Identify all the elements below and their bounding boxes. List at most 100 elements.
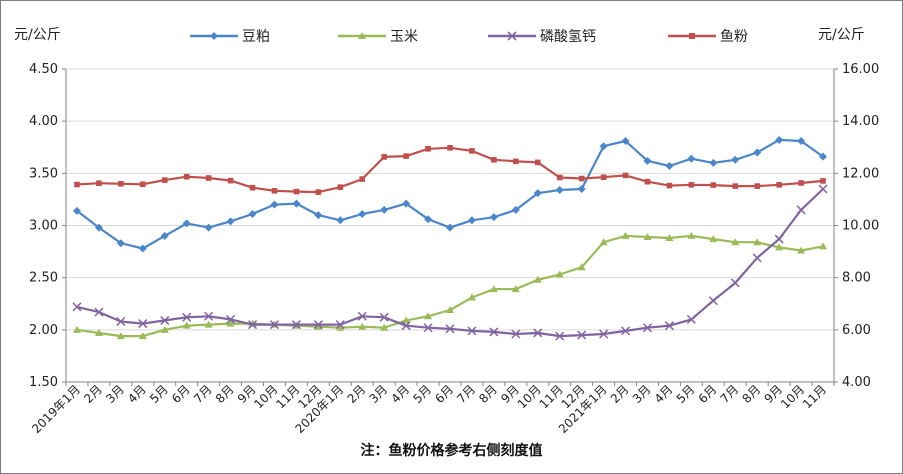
data-point xyxy=(94,307,104,317)
right-tick-label: 8.00 xyxy=(842,271,871,286)
data-point xyxy=(380,323,389,331)
data-point xyxy=(643,156,652,165)
right-tick-label: 4.00 xyxy=(842,375,871,390)
data-point xyxy=(621,136,630,145)
data-point xyxy=(511,285,520,293)
data-point xyxy=(138,244,147,253)
data-point xyxy=(664,321,674,331)
x-tick-label: 2月 xyxy=(608,382,632,406)
data-point xyxy=(204,223,213,232)
data-point xyxy=(226,319,235,327)
data-point xyxy=(467,326,477,336)
data-point xyxy=(577,263,586,271)
data-point xyxy=(182,312,192,322)
left-axis-unit: 元/公斤 xyxy=(14,27,61,43)
x-tick-label: 2019年1月 xyxy=(29,382,83,436)
data-point xyxy=(248,210,257,219)
right-tick-label: 6.00 xyxy=(842,323,871,338)
data-point xyxy=(94,328,103,336)
data-point xyxy=(776,182,782,188)
data-point xyxy=(118,180,124,187)
data-point xyxy=(533,328,543,338)
data-point xyxy=(467,293,476,301)
x-tick-label: 8月 xyxy=(476,382,500,406)
data-point xyxy=(314,322,323,330)
data-point xyxy=(469,148,475,154)
data-point xyxy=(642,323,653,333)
x-tick-label: 6月 xyxy=(696,382,720,406)
data-point xyxy=(446,223,454,232)
data-point xyxy=(511,205,520,214)
x-tick-label: 7月 xyxy=(454,382,478,406)
data-point xyxy=(249,184,256,191)
data-point xyxy=(533,275,542,283)
data-point xyxy=(491,156,497,163)
data-point xyxy=(687,154,696,163)
data-point xyxy=(688,182,695,188)
chart-note: 注：鱼粉价格参考右侧刻度值 xyxy=(360,443,543,459)
data-point xyxy=(138,319,148,329)
data-point xyxy=(204,311,214,321)
x-tick-label: 3月 xyxy=(630,382,654,406)
data-point xyxy=(226,217,235,226)
right-tick-label: 12.00 xyxy=(842,166,879,181)
data-point xyxy=(226,314,236,324)
legend-item-soymeal: 豆粕 xyxy=(190,26,270,46)
data-point xyxy=(424,215,433,224)
data-point xyxy=(731,238,740,246)
data-point xyxy=(72,206,81,215)
right-tick-label: 16.00 xyxy=(842,62,879,77)
data-point xyxy=(489,327,499,337)
data-point xyxy=(292,199,301,208)
data-point xyxy=(489,213,498,222)
data-point xyxy=(686,314,696,324)
data-point xyxy=(161,177,168,183)
data-point xyxy=(818,184,828,194)
data-point xyxy=(754,183,760,189)
data-point xyxy=(291,320,301,330)
x-tick-label: 8月 xyxy=(740,382,764,406)
series-line-1 xyxy=(76,234,824,338)
legend-item-fishmeal: 鱼粉 xyxy=(668,26,748,46)
data-point xyxy=(798,180,804,186)
data-point xyxy=(336,323,345,331)
x-tick-label: 10月 xyxy=(251,382,280,411)
legend-label-fishmeal: 鱼粉 xyxy=(720,29,748,45)
data-point xyxy=(447,144,453,151)
data-point xyxy=(797,136,806,145)
x-tick-label: 3月 xyxy=(103,382,127,406)
data-point xyxy=(357,311,367,321)
data-point xyxy=(643,232,652,240)
data-point xyxy=(489,285,498,293)
data-point xyxy=(599,238,608,246)
data-point xyxy=(796,205,806,215)
data-point xyxy=(72,302,82,312)
data-point xyxy=(534,159,541,166)
x-tick-label: 3月 xyxy=(367,382,391,406)
right-axis-unit: 元/公斤 xyxy=(818,27,865,43)
data-point xyxy=(753,238,762,246)
data-point xyxy=(270,200,279,209)
data-point xyxy=(402,316,411,324)
data-point xyxy=(335,320,345,330)
legend-swatch-corn xyxy=(338,32,386,39)
legend-label-soymeal: 豆粕 xyxy=(242,29,270,45)
data-point xyxy=(205,175,212,181)
x-tick-label: 11月 xyxy=(800,382,829,411)
data-point xyxy=(555,331,565,341)
x-tick-label: 2月 xyxy=(345,382,369,406)
data-point xyxy=(797,246,806,254)
data-point xyxy=(533,189,542,198)
data-point xyxy=(599,329,609,339)
left-tick-label: 3.00 xyxy=(29,219,58,234)
data-point xyxy=(577,330,587,340)
data-point xyxy=(138,332,147,340)
x-tick-label: 7月 xyxy=(191,382,215,406)
data-point xyxy=(247,320,258,330)
data-point xyxy=(556,174,563,181)
data-point xyxy=(183,173,190,180)
data-point xyxy=(555,270,564,278)
data-point xyxy=(358,322,367,330)
data-point xyxy=(622,172,629,179)
